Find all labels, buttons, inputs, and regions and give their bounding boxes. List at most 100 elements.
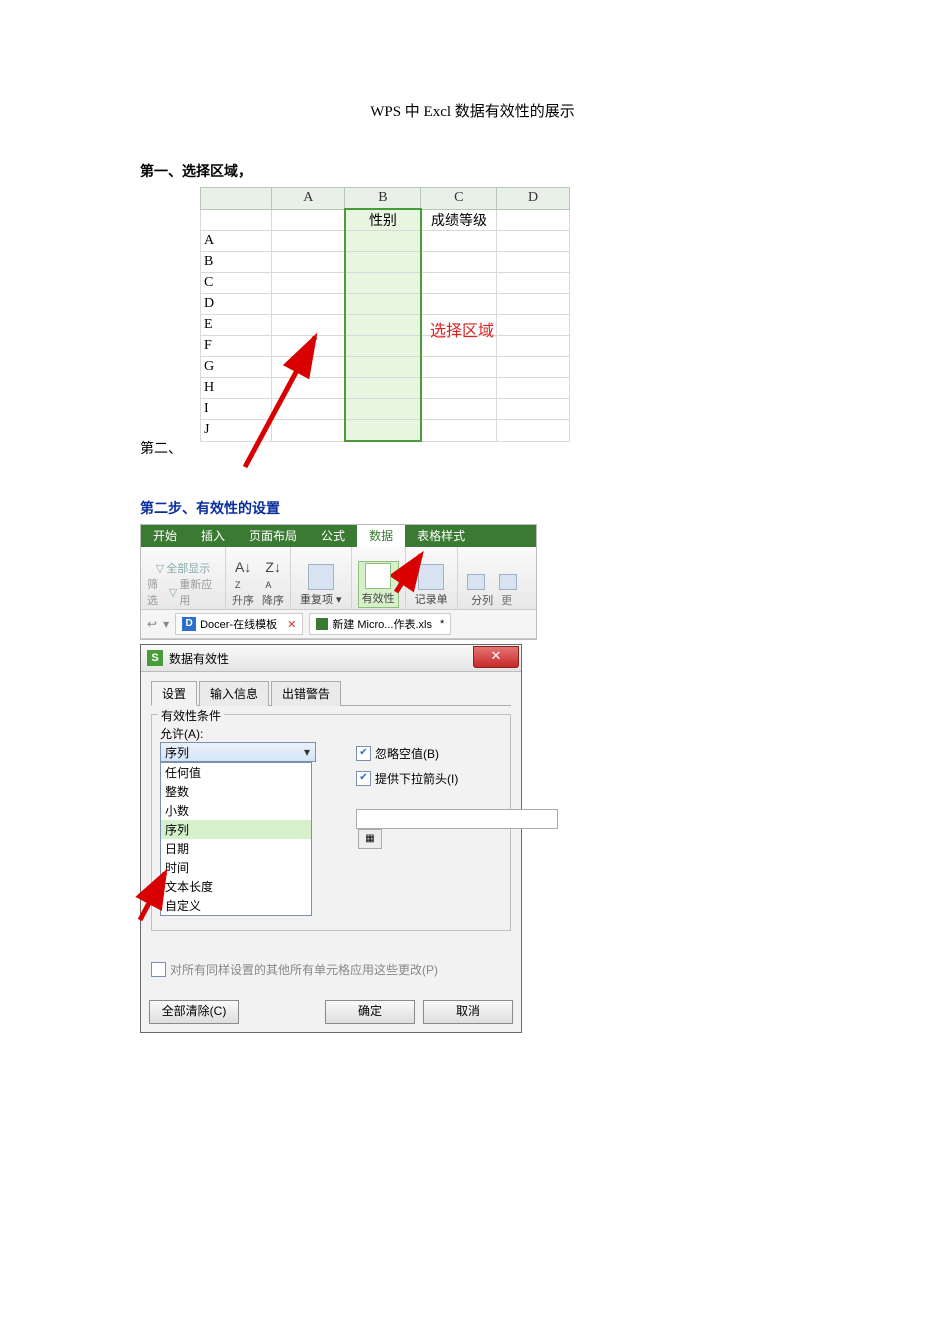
cell[interactable] (497, 231, 570, 252)
nav-back-icon[interactable]: ↩ (147, 617, 157, 631)
dialog-tab-error[interactable]: 出错警告 (271, 681, 341, 706)
docer-label: Docer-在线模板 (200, 616, 277, 632)
cell[interactable] (272, 231, 345, 252)
cell[interactable] (421, 252, 497, 273)
clear-all-button[interactable]: 全部清除(C) (149, 1000, 239, 1024)
cell-selected[interactable] (345, 399, 421, 420)
reapply-btn[interactable]: 重新应用 (179, 576, 219, 608)
row-head: E (201, 315, 272, 336)
docer-tab[interactable]: D Docer-在线模板 ✕ (175, 613, 303, 635)
range-picker-button[interactable]: ▦ (358, 829, 382, 849)
cell[interactable] (497, 399, 570, 420)
source-input[interactable] (356, 809, 558, 829)
split-icon (467, 574, 485, 590)
cell[interactable] (272, 378, 345, 399)
cell[interactable] (421, 357, 497, 378)
dropdown-option[interactable]: 自定义 (161, 896, 311, 915)
ribbon-tab-active[interactable]: 数据 (357, 525, 405, 547)
cell[interactable] (421, 420, 497, 442)
sort-desc-button[interactable]: Z↓A (262, 558, 284, 592)
cell[interactable] (421, 294, 497, 315)
cancel-button[interactable]: 取消 (423, 1000, 513, 1024)
cell[interactable] (497, 294, 570, 315)
nav-dropdown-icon[interactable]: ▾ (163, 617, 169, 631)
duplicates-button[interactable]: 重复项 ▾ (297, 563, 345, 608)
ok-button[interactable]: 确定 (325, 1000, 415, 1024)
dropdown-option[interactable]: 文本长度 (161, 877, 311, 896)
ignore-blank-checkbox[interactable]: ✔ 忽略空值(B) (356, 745, 558, 762)
col-header[interactable]: B (345, 188, 421, 210)
ribbon-tab[interactable]: 公式 (309, 525, 357, 547)
cell[interactable] (272, 252, 345, 273)
cell[interactable] (272, 420, 345, 442)
cell-selected[interactable] (345, 336, 421, 357)
cell-selected[interactable] (345, 378, 421, 399)
ribbon-tab[interactable]: 插入 (189, 525, 237, 547)
show-all-btn[interactable]: 全部显示 (166, 560, 210, 576)
close-button[interactable]: ✕ (473, 646, 519, 668)
cell[interactable] (497, 273, 570, 294)
dialog-titlebar[interactable]: S 数据有效性 ✕ (141, 645, 521, 672)
ribbon-tab[interactable]: 开始 (141, 525, 189, 547)
cell[interactable] (497, 378, 570, 399)
cell[interactable] (421, 378, 497, 399)
dialog-tab-input[interactable]: 输入信息 (199, 681, 269, 706)
cell[interactable] (497, 420, 570, 442)
cell[interactable] (272, 357, 345, 378)
cell-selected[interactable] (345, 420, 421, 442)
cell[interactable] (272, 294, 345, 315)
cell[interactable] (497, 336, 570, 357)
dropdown-option[interactable]: 整数 (161, 782, 311, 801)
sort-desc-label: 降序 (262, 592, 284, 608)
cell-selected[interactable] (345, 231, 421, 252)
ribbon-tab[interactable]: 表格样式 (405, 525, 477, 547)
apply-all-checkbox[interactable]: ✔ 对所有同样设置的其他所有单元格应用这些更改(P) (151, 961, 511, 978)
file-tab[interactable]: 新建 Micro...作表.xls * (309, 613, 451, 635)
document-tabs-bar: ↩ ▾ D Docer-在线模板 ✕ 新建 Micro...作表.xls * (141, 610, 536, 639)
cell[interactable]: 成绩等级 (421, 209, 497, 231)
cell[interactable] (421, 273, 497, 294)
cell-selected[interactable]: 性别 (345, 209, 421, 231)
validity-button[interactable]: 有效性 (358, 561, 399, 608)
cell[interactable] (497, 209, 570, 231)
dropdown-option[interactable]: 时间 (161, 858, 311, 877)
allow-dropdown[interactable]: 任何值 整数 小数 序列 日期 时间 文本长度 自定义 (160, 762, 312, 916)
col-header[interactable]: D (497, 188, 570, 210)
cell[interactable] (272, 336, 345, 357)
col-header[interactable]: A (272, 188, 345, 210)
form-button[interactable]: 记录单 (412, 563, 451, 608)
sort-asc-button[interactable]: A↓Z (232, 558, 254, 592)
cell[interactable] (497, 315, 570, 336)
cell[interactable] (421, 399, 497, 420)
file-label: 新建 Micro...作表.xls (332, 616, 432, 632)
cell[interactable] (497, 357, 570, 378)
cell[interactable] (272, 273, 345, 294)
dropdown-option[interactable]: 小数 (161, 801, 311, 820)
col-header[interactable]: C (421, 188, 497, 210)
duplicates-label: 重复项 ▾ (300, 591, 342, 607)
cell-selected[interactable] (345, 252, 421, 273)
cell[interactable] (272, 315, 345, 336)
cell-selected[interactable] (345, 357, 421, 378)
cell[interactable] (421, 231, 497, 252)
cell-selected[interactable] (345, 294, 421, 315)
ignore-blank-label: 忽略空值(B) (375, 745, 439, 762)
cell[interactable] (272, 399, 345, 420)
cell-selected[interactable] (345, 273, 421, 294)
document-page: WPS 中 Excl 数据有效性的展示 第一、选择区域， A B C D 性别 … (0, 0, 945, 1093)
cell[interactable] (272, 209, 345, 231)
dropdown-option[interactable]: 日期 (161, 839, 311, 858)
dropdown-arrow-checkbox[interactable]: ✔ 提供下拉箭头(I) (356, 770, 558, 787)
checkbox-icon: ✔ (151, 962, 166, 977)
cell[interactable] (497, 252, 570, 273)
more-button[interactable] (496, 573, 520, 592)
validity-label: 有效性 (362, 590, 395, 606)
split-button[interactable] (464, 573, 488, 592)
ribbon-tab[interactable]: 页面布局 (237, 525, 309, 547)
allow-combo[interactable]: 序列 ▾ (160, 742, 316, 762)
close-icon[interactable]: ✕ (287, 618, 296, 631)
dropdown-option-selected[interactable]: 序列 (161, 820, 311, 839)
dropdown-option[interactable]: 任何值 (161, 763, 311, 782)
dialog-tab-settings[interactable]: 设置 (151, 681, 197, 706)
cell-selected[interactable] (345, 315, 421, 336)
